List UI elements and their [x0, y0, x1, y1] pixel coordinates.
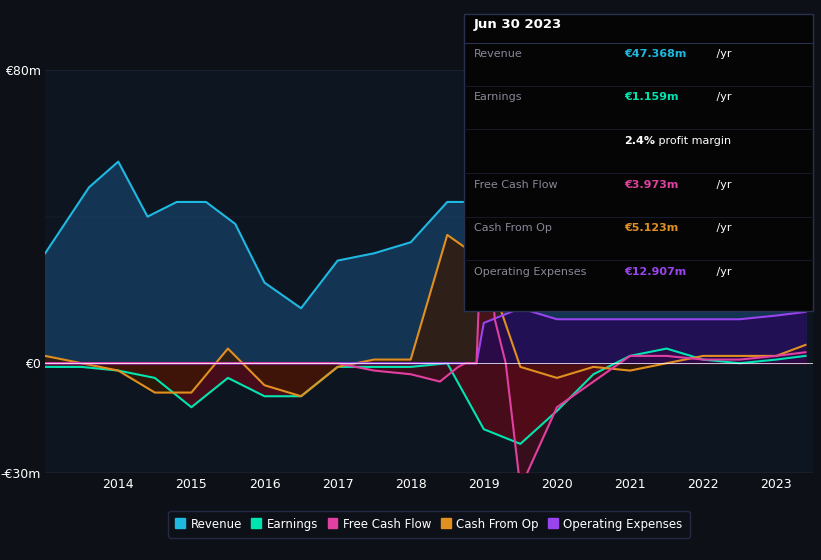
Text: €3.973m: €3.973m — [624, 180, 678, 190]
Text: /yr: /yr — [713, 92, 732, 102]
Text: Jun 30 2023: Jun 30 2023 — [474, 18, 562, 31]
Text: 2.4%: 2.4% — [624, 136, 655, 146]
Text: €5.123m: €5.123m — [624, 223, 678, 234]
Text: Operating Expenses: Operating Expenses — [474, 267, 586, 277]
Text: /yr: /yr — [713, 223, 732, 234]
Text: /yr: /yr — [713, 267, 732, 277]
Text: Revenue: Revenue — [474, 49, 522, 59]
Text: €12.907m: €12.907m — [624, 267, 686, 277]
Text: €1.159m: €1.159m — [624, 92, 678, 102]
Text: Earnings: Earnings — [474, 92, 522, 102]
Text: /yr: /yr — [713, 49, 732, 59]
Text: /yr: /yr — [713, 180, 732, 190]
Text: Free Cash Flow: Free Cash Flow — [474, 180, 557, 190]
Text: €47.368m: €47.368m — [624, 49, 686, 59]
Legend: Revenue, Earnings, Free Cash Flow, Cash From Op, Operating Expenses: Revenue, Earnings, Free Cash Flow, Cash … — [168, 511, 690, 538]
Text: Cash From Op: Cash From Op — [474, 223, 552, 234]
Text: profit margin: profit margin — [655, 136, 732, 146]
